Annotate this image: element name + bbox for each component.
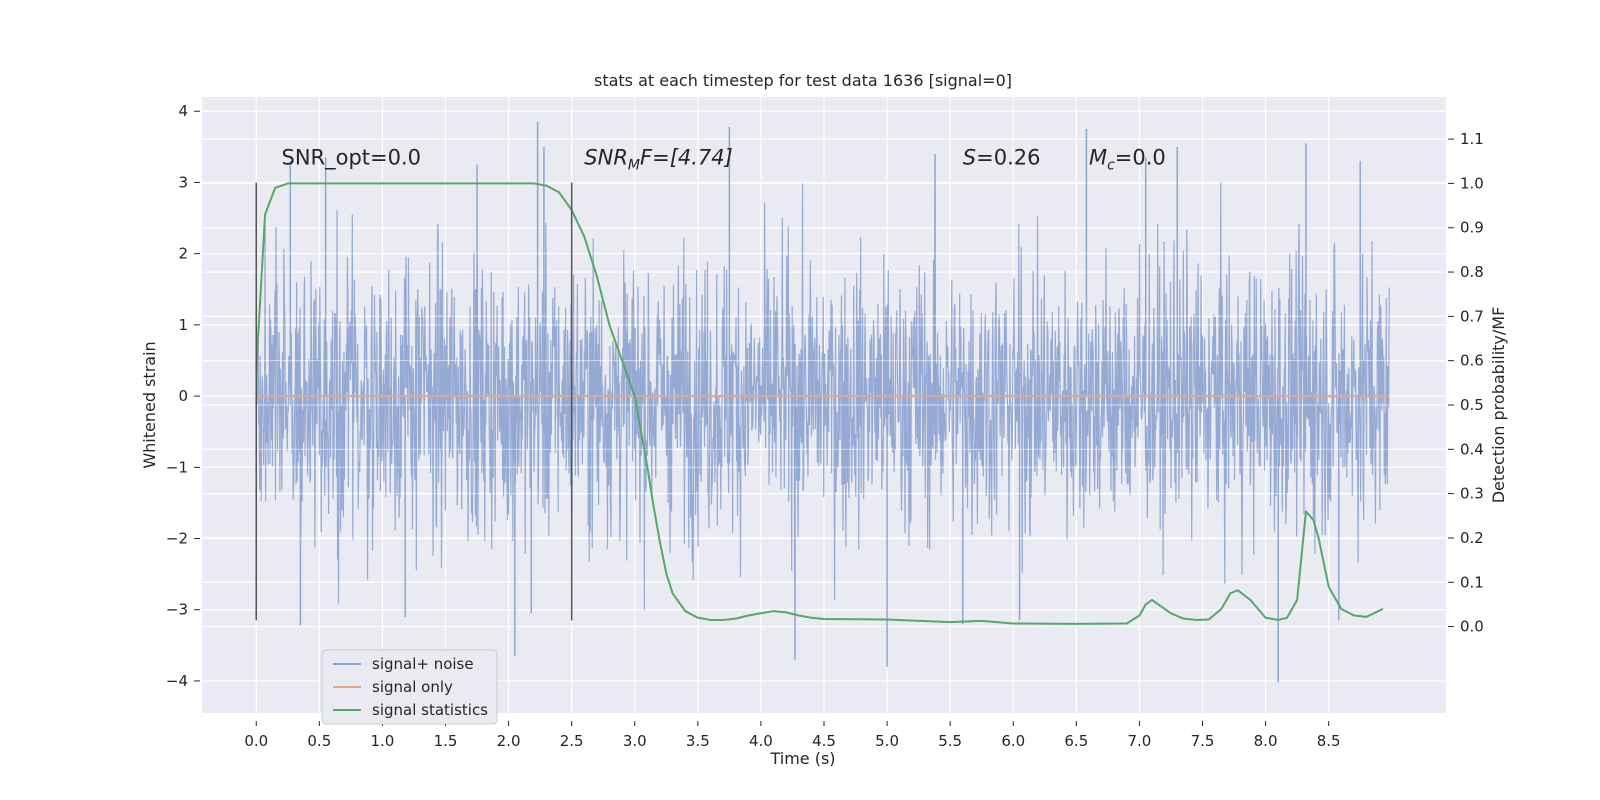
x-axis-label: Time (s): [769, 749, 835, 768]
y-tick-label: −2: [166, 530, 188, 548]
annotation: Mc=0.0: [1089, 146, 1166, 174]
x-tick-label: 5.0: [875, 732, 899, 750]
y-tick-label: 0: [178, 387, 188, 405]
x-tick-label: 6.5: [1064, 732, 1088, 750]
y2-tick-label: 0.1: [1460, 573, 1484, 591]
y2-tick-label: 0.5: [1460, 396, 1484, 414]
legend-label-signal-statistics: signal statistics: [372, 701, 488, 719]
x-tick-label: 7.0: [1127, 732, 1151, 750]
annotation: S=0.26: [963, 146, 1041, 170]
y-tick-label: −3: [166, 601, 188, 619]
y2-tick-label: 0.7: [1460, 307, 1484, 325]
x-tick-label: 1.5: [434, 732, 458, 750]
y2-tick-label: 0.0: [1460, 618, 1484, 636]
x-tick-label: 4.0: [749, 732, 773, 750]
y2-ticks: 0.0 0.1 0.2 0.3 0.4 0.5 0.6 0.7 0.8 0.9 1.0 1.1: [1448, 130, 1484, 636]
noise-band-grid: [256, 253, 1390, 540]
y2-tick-label: 0.4: [1460, 440, 1484, 458]
y2-tick-label: 0.9: [1460, 219, 1484, 237]
signal-statistics-line: [255, 182, 1384, 625]
x-tick-label: 8.5: [1317, 732, 1341, 750]
y-axis-label: Whitened strain: [140, 341, 159, 468]
x-tick-label: 8.0: [1254, 732, 1278, 750]
legend-box: [321, 649, 498, 725]
annotations: SNR_opt=0.0 SNRMF=[4.74] S=0.26 Mc=0.0: [281, 146, 1165, 174]
x-tick-label: 5.5: [938, 732, 962, 750]
y-tick-label: 2: [178, 245, 188, 263]
x-tick-label: 7.5: [1191, 732, 1215, 750]
y2-tick-label: 1.0: [1460, 174, 1484, 192]
x-tick-label: 2.5: [560, 732, 584, 750]
x-ticks: 0.0 0.5 1.0 1.5 2.0 2.5 3.0 3.5 4.0 4.5 5.0 5.5 6.0 6…: [244, 721, 1341, 750]
y2-tick-label: 1.1: [1460, 130, 1484, 148]
y-tick-label: 4: [178, 102, 188, 120]
x-tick-label: 1.0: [370, 732, 394, 750]
x-tick-label: 6.0: [1001, 732, 1025, 750]
y-tick-label: −4: [166, 672, 188, 690]
legend-label-signal-only: signal only: [372, 678, 453, 696]
y2-tick-label: 0.3: [1460, 485, 1484, 503]
y-ticks: −4 −3 −2 −1 0 1 2 3 4: [166, 102, 200, 690]
annotation: SNR_opt=0.0: [281, 146, 421, 171]
vertical-markers: [255, 182, 573, 621]
legend-label-signal-plus-noise: signal+ noise: [372, 655, 474, 673]
x-tick-label: 0.0: [244, 732, 268, 750]
chart-title: stats at each timestep for test data 163…: [594, 71, 1012, 90]
y-tick-label: 1: [178, 316, 188, 334]
legend: signal+ noise signal only signal statist…: [321, 649, 498, 725]
x-tick-label: 2.0: [497, 732, 521, 750]
annotation: SNRMF=[4.74]: [584, 146, 733, 174]
x-tick-label: 4.5: [812, 732, 836, 750]
y2-axis-label: Detection probability/MF: [1489, 307, 1508, 504]
x-tick-label: 3.0: [623, 732, 647, 750]
y2-tick-label: 0.8: [1460, 263, 1484, 281]
signal-plus-noise-spikes: [289, 121, 1361, 683]
y2-tick-label: 0.2: [1460, 529, 1484, 547]
y-tick-label: −1: [166, 458, 188, 476]
x-tick-label: 0.5: [307, 732, 331, 750]
series-lines: [255, 182, 1390, 625]
y-tick-label: 3: [178, 173, 188, 191]
y2-tick-label: 0.6: [1460, 352, 1484, 370]
x-tick-label: 3.5: [686, 732, 710, 750]
